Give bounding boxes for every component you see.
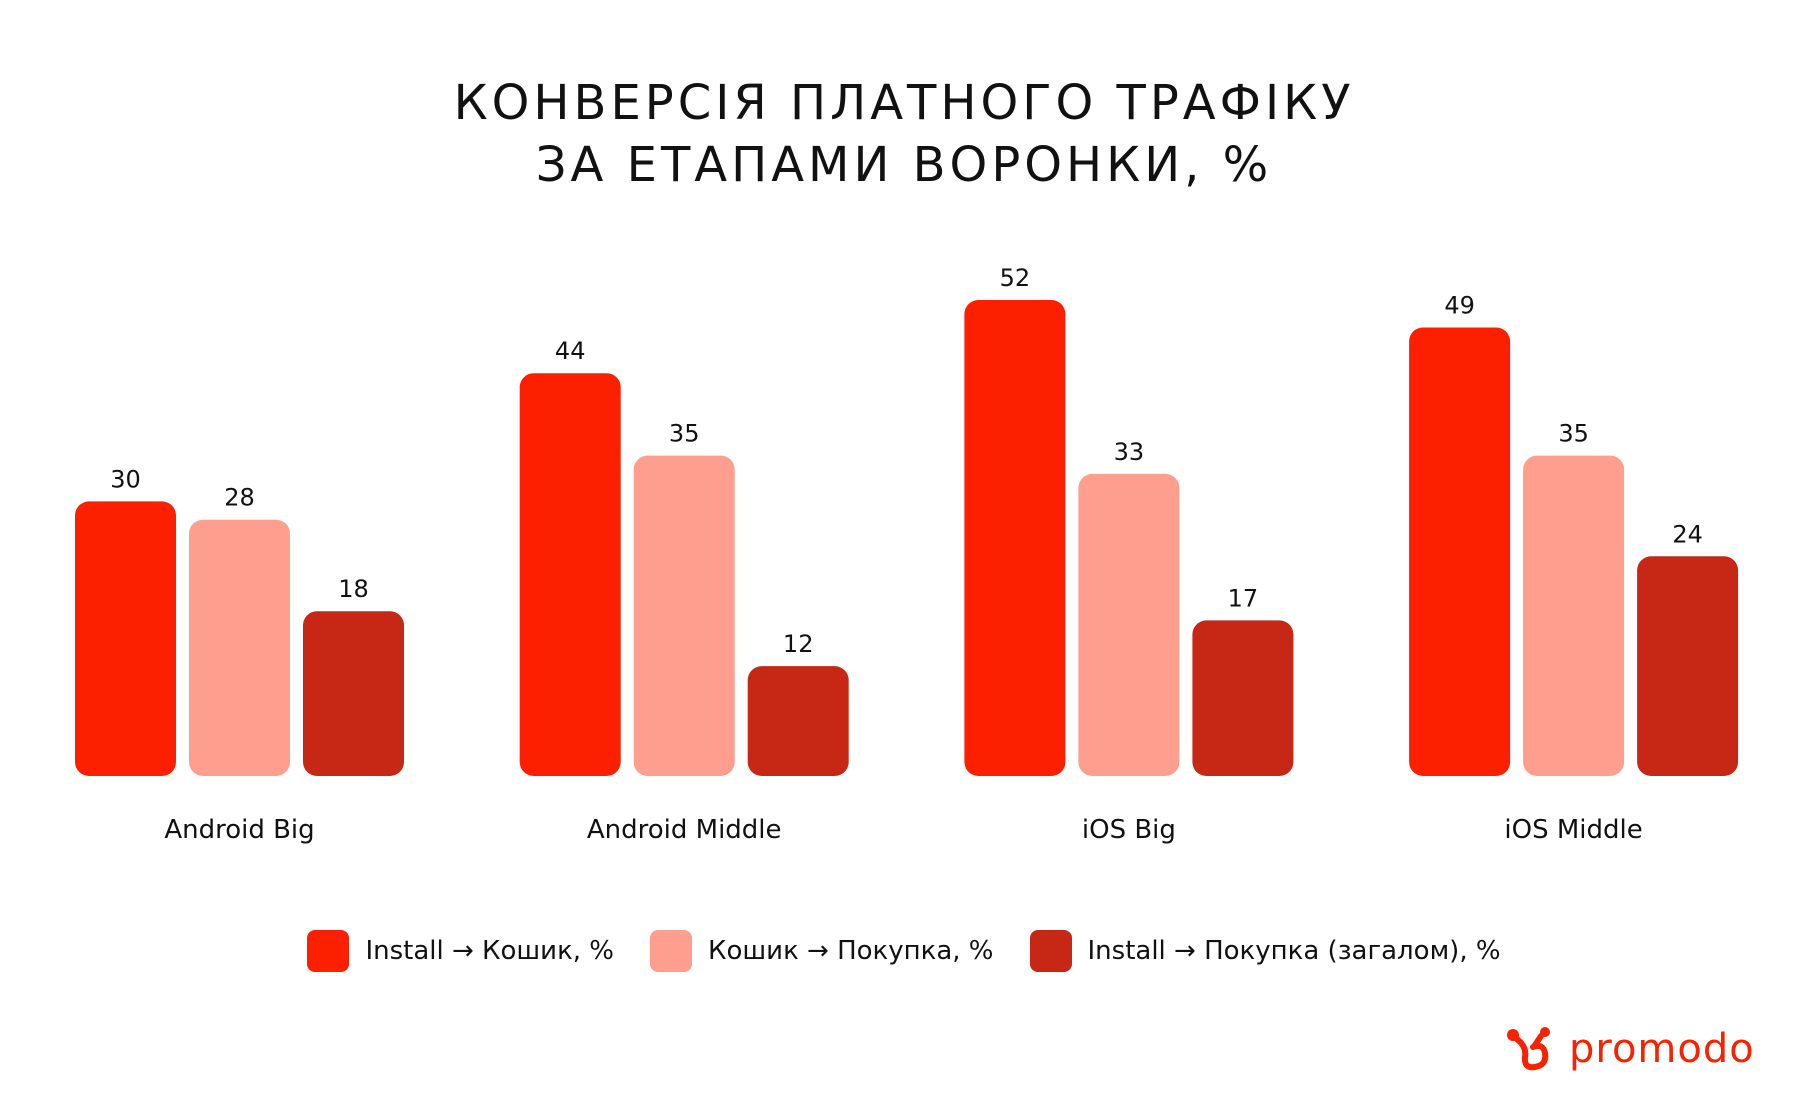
category-label-2: Android Middle — [587, 815, 782, 845]
promodo-logo: promodo — [1505, 1025, 1755, 1073]
bar-3-series-3 — [1192, 620, 1294, 776]
legend-label-series-2: Кошик → Покупка, % — [708, 936, 994, 966]
promodo-logo-icon — [1507, 1027, 1550, 1071]
data-label-4-series-1: 49 — [1444, 291, 1475, 319]
bar-3-series-1 — [964, 300, 1066, 776]
data-label-1-series-1: 30 — [110, 465, 141, 493]
data-label-3-series-2: 33 — [1114, 438, 1145, 466]
chart-legend: Install → Кошик, % Кошик → Покупка, % In… — [0, 930, 1808, 972]
bar-4-series-1 — [1409, 327, 1511, 776]
legend-swatch-series-2 — [650, 930, 693, 972]
chart-title-line-1: КОНВЕРСІЯ ПЛАТНОГО ТРАФІКУ — [453, 75, 1355, 131]
category-label-3: iOS Big — [1082, 815, 1176, 845]
data-label-1-series-3: 18 — [338, 575, 369, 603]
data-label-4-series-2: 35 — [1558, 420, 1589, 448]
legend-item-series-1: Install → Кошик, % — [307, 930, 614, 972]
legend-swatch-series-1 — [307, 930, 350, 972]
legend-label-series-3: Install → Покупка (загалом), % — [1087, 936, 1501, 966]
data-label-2-series-2: 35 — [669, 420, 700, 448]
bar-2-series-2 — [633, 455, 735, 776]
bar-chart: 30 28 18 Android Big 44 35 12 Android Middle 52 3… — [75, 264, 1739, 845]
bar-4-series-2 — [1523, 455, 1625, 776]
chart-title: КОНВЕРСІЯ ПЛАТНОГО ТРАФІКУ ЗА ЕТАПАМИ ВО… — [0, 72, 1808, 196]
bar-1-series-2 — [189, 519, 290, 776]
data-label-3-series-3: 17 — [1228, 584, 1259, 612]
legend-swatch-series-3 — [1029, 930, 1072, 972]
bar-2-series-1 — [519, 373, 621, 776]
legend-item-series-3: Install → Покупка (загалом), % — [1029, 930, 1501, 972]
promodo-logo-text: promodo — [1569, 1026, 1755, 1072]
data-label-3-series-1: 52 — [1000, 264, 1031, 292]
category-label-1: Android Big — [164, 815, 314, 845]
data-label-1-series-2: 28 — [224, 484, 255, 512]
chart-title-line-2: ЗА ЕТАПАМИ ВОРОНКИ, % — [535, 137, 1273, 193]
bar-4-series-3 — [1637, 556, 1739, 776]
bar-2-series-3 — [747, 666, 849, 776]
legend-item-series-2: Кошик → Покупка, % — [650, 930, 994, 972]
legend-label-series-1: Install → Кошик, % — [365, 936, 615, 966]
bar-1-series-1 — [75, 501, 176, 776]
data-label-2-series-3: 12 — [783, 630, 814, 658]
category-label-4: iOS Middle — [1504, 815, 1642, 845]
data-label-2-series-1: 44 — [555, 337, 586, 365]
bar-1-series-3 — [303, 611, 404, 776]
data-label-4-series-3: 24 — [1672, 520, 1703, 548]
bar-3-series-2 — [1078, 473, 1180, 776]
